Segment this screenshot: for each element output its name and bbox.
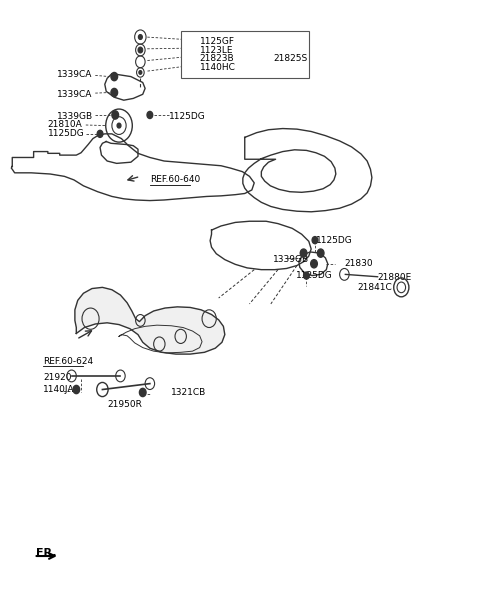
Circle shape <box>138 47 143 53</box>
Circle shape <box>311 260 317 268</box>
Text: 21880E: 21880E <box>378 273 412 282</box>
Text: 21950R: 21950R <box>107 400 142 409</box>
Circle shape <box>117 123 121 128</box>
Circle shape <box>139 389 146 396</box>
Circle shape <box>111 88 118 97</box>
Circle shape <box>138 35 142 39</box>
Circle shape <box>112 111 119 119</box>
Text: REF.60-624: REF.60-624 <box>43 356 93 366</box>
Text: 1339GB: 1339GB <box>57 111 94 120</box>
Text: 1125DG: 1125DG <box>296 271 333 280</box>
Circle shape <box>312 237 318 244</box>
Circle shape <box>303 272 309 279</box>
Text: 1321CB: 1321CB <box>171 388 206 397</box>
Text: 1125DG: 1125DG <box>169 111 205 120</box>
Text: 1125DG: 1125DG <box>48 129 84 138</box>
Text: 1339CA: 1339CA <box>57 70 93 79</box>
Polygon shape <box>75 287 225 354</box>
Text: 1140JA: 1140JA <box>43 385 74 394</box>
Text: 21825S: 21825S <box>273 54 308 63</box>
Text: 1339CA: 1339CA <box>57 90 93 99</box>
Text: FR.: FR. <box>36 548 57 558</box>
Text: 21830: 21830 <box>344 259 373 268</box>
Text: 21841C: 21841C <box>358 283 393 292</box>
Text: 1125GF: 1125GF <box>200 37 235 46</box>
Text: 1339GB: 1339GB <box>273 255 309 264</box>
Circle shape <box>317 249 324 257</box>
FancyBboxPatch shape <box>180 30 309 77</box>
Text: 21810A: 21810A <box>48 120 83 129</box>
Circle shape <box>300 249 307 257</box>
Text: 1125DG: 1125DG <box>316 235 353 244</box>
Text: 1123LE: 1123LE <box>200 45 233 54</box>
Text: 1140HC: 1140HC <box>200 63 236 72</box>
Circle shape <box>111 73 118 80</box>
Circle shape <box>73 386 80 393</box>
Text: 21823B: 21823B <box>200 54 234 63</box>
Text: REF.60-640: REF.60-640 <box>150 175 200 184</box>
Text: 21920: 21920 <box>43 373 72 382</box>
Circle shape <box>139 71 142 74</box>
Circle shape <box>147 111 153 119</box>
Circle shape <box>97 131 103 138</box>
